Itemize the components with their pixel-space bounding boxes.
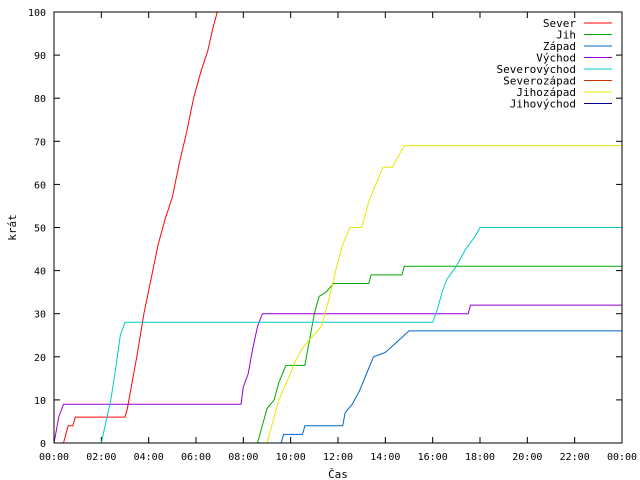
- y-tick-label: 100: [28, 8, 46, 19]
- legend-label: Východ: [536, 52, 576, 65]
- legend: SeverJihZápadVýchodSeverovýchodSeverozáp…: [497, 17, 612, 111]
- y-tick-label: 70: [34, 137, 46, 148]
- x-tick-label: 22:00: [560, 452, 590, 463]
- x-tick-label: 00:00: [39, 452, 69, 463]
- axis-ticks: 0 10 20 30 40 50 60 70 80 90 100 00:00 02:00 04:00 06:…: [28, 8, 637, 463]
- y-tick-label: 30: [34, 310, 46, 321]
- x-tick-label: 20:00: [512, 452, 542, 463]
- x-axis-label: Čas: [328, 468, 348, 480]
- series-line-6: [266, 145, 622, 443]
- y-tick-label: 10: [34, 396, 46, 407]
- legend-label: Severovýchod: [497, 63, 576, 76]
- legend-label: Severozápad: [503, 75, 576, 88]
- plot-frame: [53, 11, 623, 444]
- series-line-4: [100, 227, 622, 443]
- y-tick-label: 0: [40, 439, 46, 450]
- legend-label: Sever: [543, 17, 576, 30]
- legend-label: Jihovýchod: [510, 98, 576, 111]
- x-tick-label: 18:00: [465, 452, 495, 463]
- y-tick-label: 50: [34, 224, 46, 235]
- x-tick-label: 16:00: [418, 452, 448, 463]
- series-line-0: [63, 12, 218, 443]
- y-axis-label: krát: [6, 214, 19, 241]
- x-tick-label: 10:00: [276, 452, 306, 463]
- series-lines: [54, 12, 622, 443]
- series-line-1: [257, 265, 622, 443]
- y-tick-label: 20: [34, 353, 46, 364]
- y-tick-label: 80: [34, 94, 46, 105]
- x-tick-label: 04:00: [134, 452, 164, 463]
- series-line-2: [280, 330, 622, 443]
- y-tick-label: 40: [34, 267, 46, 278]
- legend-label: Jih: [556, 29, 576, 42]
- x-tick-label: 14:00: [370, 452, 400, 463]
- y-tick-label: 60: [34, 180, 46, 191]
- x-tick-label: 08:00: [228, 452, 258, 463]
- x-tick-label: 12:00: [323, 452, 353, 463]
- series-line-3: [54, 304, 622, 443]
- x-tick-label: 00:00: [607, 452, 637, 463]
- x-tick-label: 02:00: [86, 452, 116, 463]
- legend-label: Jihozápad: [516, 86, 576, 99]
- x-tick-label: 06:00: [181, 452, 211, 463]
- y-tick-label: 90: [34, 51, 46, 62]
- legend-label: Západ: [543, 40, 576, 53]
